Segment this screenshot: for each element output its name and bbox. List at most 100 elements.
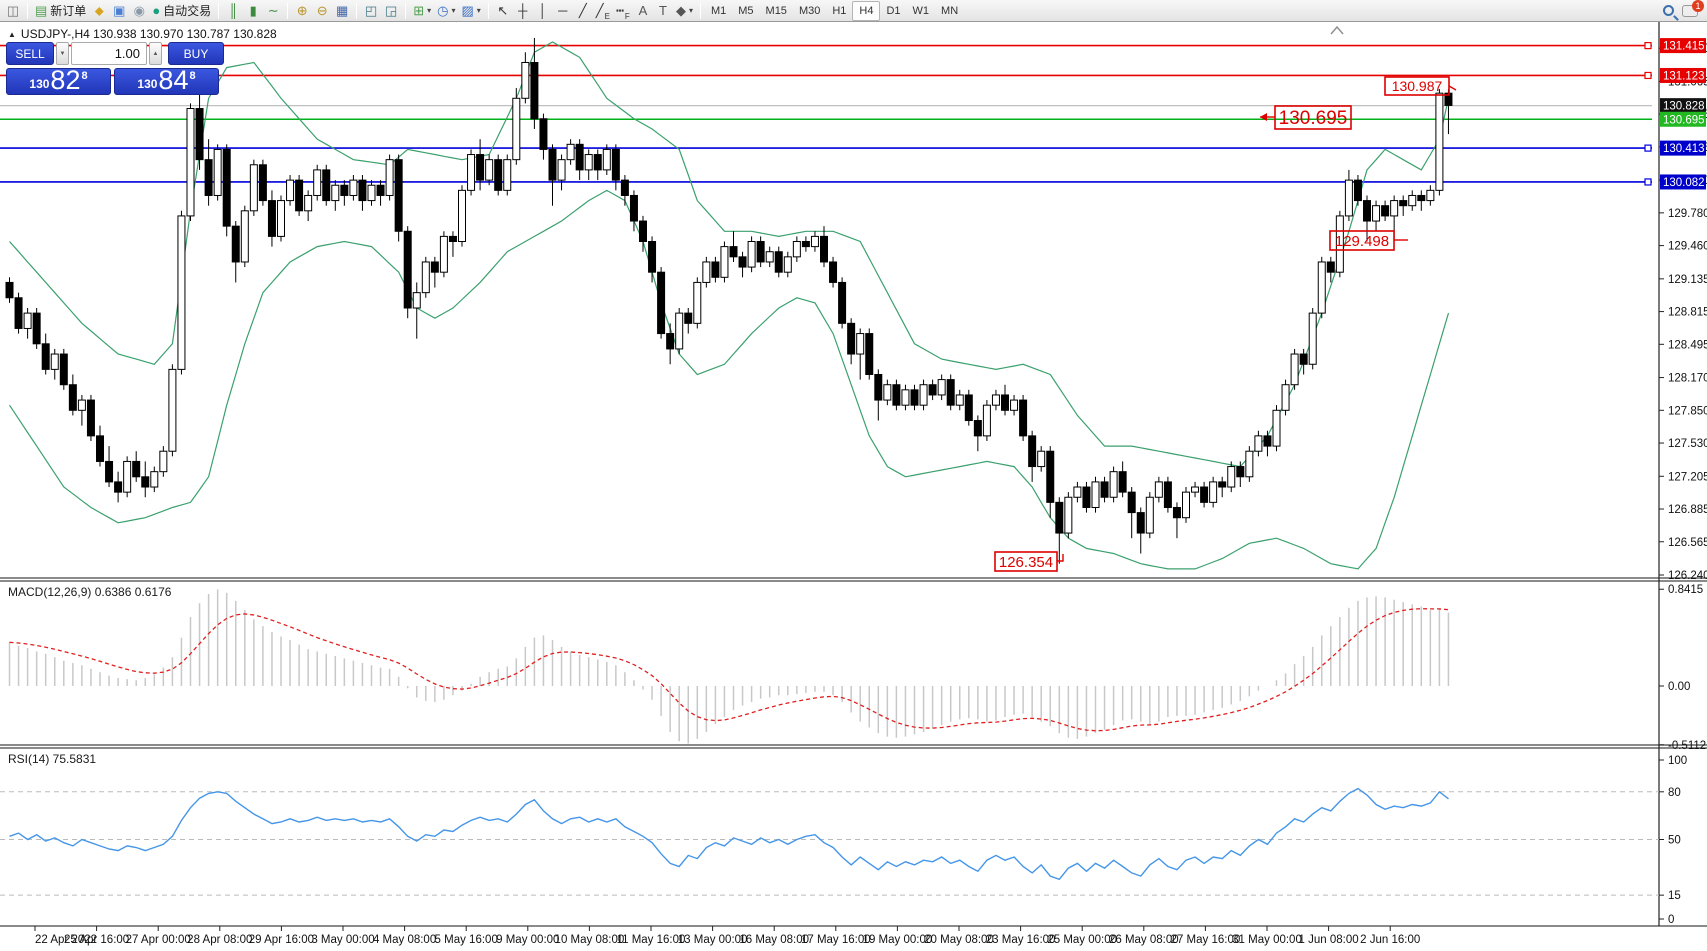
svg-text:80: 80 xyxy=(1668,787,1681,799)
channel-tool-button[interactable]: ╱ E xyxy=(593,1,613,21)
timeframe-button-m5[interactable]: M5 xyxy=(738,4,754,17)
timeframe-button-m1[interactable]: M1 xyxy=(710,4,727,17)
tile-windows-button[interactable]: ▦ xyxy=(332,1,352,21)
timeframe-button-m15[interactable]: M15 xyxy=(765,4,787,17)
bar-chart-button[interactable]: ║ xyxy=(223,1,243,21)
toolbar-separator xyxy=(487,2,489,19)
new-order-button[interactable]: ▤ 新订单 xyxy=(32,1,89,21)
svg-text:17 May 16:00: 17 May 16:00 xyxy=(801,934,871,946)
line-handle[interactable] xyxy=(1644,144,1652,152)
svg-text:25 May 00:00: 25 May 00:00 xyxy=(1047,934,1117,946)
template-menu-glyph: ▨ xyxy=(461,2,474,18)
svg-text:11 May 16:00: 11 May 16:00 xyxy=(617,934,686,946)
svg-text:128.170: 128.170 xyxy=(1668,373,1707,385)
search-icon[interactable] xyxy=(1663,5,1674,16)
line-handle[interactable] xyxy=(1644,41,1652,50)
svg-text:10 May 08:00: 10 May 08:00 xyxy=(555,934,625,946)
price-annotation[interactable]: 129.498 xyxy=(1329,230,1408,251)
line-handle[interactable] xyxy=(1644,71,1652,80)
timeframe-button-mn[interactable]: MN xyxy=(941,4,959,17)
price-tag: 131.123 xyxy=(1660,67,1706,83)
price-annotation[interactable]: 130.695 xyxy=(1260,105,1352,130)
price-annotation[interactable]: 126.354 xyxy=(994,551,1064,572)
svg-text:27 Apr 00:00: 27 Apr 00:00 xyxy=(126,934,191,946)
chart-title: ▲ USDJPY-,H4 130.938 130.970 130.787 130… xyxy=(8,27,277,41)
arrows-tool-button[interactable]: ◆ ▾ xyxy=(673,1,696,21)
label-tool-glyph: T xyxy=(658,2,667,18)
fibonacci-tool-glyph: ┅ xyxy=(616,2,624,18)
svg-text:-0.5112: -0.5112 xyxy=(1668,740,1706,752)
autotrading-button[interactable]: ● 自动交易 xyxy=(149,1,214,21)
symbol-ohlc-text: USDJPY-,H4 130.938 130.970 130.787 130.8… xyxy=(20,27,277,41)
one-click-trading-panel: SELL ▼ ▲ BUY 130 82 8 130 84 8 xyxy=(6,42,228,95)
cleanup-icon[interactable]: ⬥ xyxy=(89,1,109,21)
timeframe-button-h4[interactable]: H4 xyxy=(852,0,881,21)
svg-text:126.240: 126.240 xyxy=(1668,570,1707,582)
timeframe-button-h1[interactable]: H1 xyxy=(832,4,847,17)
svg-text:129.498: 129.498 xyxy=(1335,233,1389,250)
bid-price-display[interactable]: 130 82 8 xyxy=(6,67,111,95)
crosshair-tool-glyph: ┼ xyxy=(518,2,528,18)
chart-shift-marker[interactable] xyxy=(1330,25,1344,35)
vertical-line-tool-button[interactable]: │ xyxy=(533,1,553,21)
ask-price-display[interactable]: 130 84 8 xyxy=(114,67,219,95)
svg-text:126.354: 126.354 xyxy=(999,554,1053,571)
horizontal-line-tool-glyph: ─ xyxy=(558,2,568,18)
svg-text:29 Apr 16:00: 29 Apr 16:00 xyxy=(249,934,314,946)
autotrading-glyph: ● xyxy=(152,2,161,18)
dropdown-arrow-icon: ▾ xyxy=(451,6,456,15)
zoom-out-button[interactable]: ⊖ xyxy=(312,1,332,21)
price-chart-canvas[interactable]: 131.390131.065130.745130.425130.100129.7… xyxy=(0,22,1707,946)
zoom-in-button[interactable]: ⊕ xyxy=(292,1,312,21)
sell-button[interactable]: SELL xyxy=(6,42,54,65)
svg-text:5 May 16:00: 5 May 16:00 xyxy=(435,934,498,946)
vertical-line-tool-glyph: │ xyxy=(538,2,547,18)
chart-area[interactable]: 131.390131.065130.745130.425130.100129.7… xyxy=(0,22,1707,946)
timeframe-button-d1[interactable]: D1 xyxy=(886,4,901,17)
template-menu-button[interactable]: ▨ ▾ xyxy=(458,1,483,21)
label-tool-button[interactable]: T xyxy=(653,1,673,21)
trendline-tool-button[interactable]: ╱ xyxy=(573,1,593,21)
dropdown-arrow-icon: ▾ xyxy=(476,6,481,15)
dropdown-arrow-icon: ▾ xyxy=(688,6,693,15)
buy-button[interactable]: BUY xyxy=(168,42,224,65)
volume-input[interactable] xyxy=(71,42,147,65)
auto-scroll-button[interactable]: ◰ xyxy=(361,1,381,21)
volume-decrease-button[interactable]: ▼ xyxy=(56,42,69,65)
new-chart-button[interactable]: ⊞ ▾ xyxy=(410,1,434,21)
candlestick-chart-button[interactable]: ▮ xyxy=(243,1,263,21)
market-watch-icon-glyph: ▣ xyxy=(113,2,126,18)
svg-text:127.530: 127.530 xyxy=(1668,438,1707,450)
svg-text:126.885: 126.885 xyxy=(1668,504,1707,516)
svg-text:15: 15 xyxy=(1668,890,1681,902)
market-watch-icon[interactable]: ▣ xyxy=(109,1,129,21)
svg-text:130.695: 130.695 xyxy=(1663,114,1705,126)
svg-text:9 May 00:00: 9 May 00:00 xyxy=(496,934,559,946)
svg-text:20 May 08:00: 20 May 08:00 xyxy=(924,934,994,946)
timeframe-button-w1[interactable]: W1 xyxy=(912,4,930,17)
horizontal-line-tool-button[interactable]: ─ xyxy=(553,1,573,21)
cursor-tool-button[interactable]: ↖ xyxy=(493,1,513,21)
volume-increase-button[interactable]: ▲ xyxy=(149,42,162,65)
timeframe-button-m30[interactable]: M30 xyxy=(798,4,821,17)
new-order-glyph: ▤ xyxy=(35,2,48,18)
chart-shift-button[interactable]: ◲ xyxy=(381,1,401,21)
svg-text:4 May 08:00: 4 May 08:00 xyxy=(373,934,436,946)
chat-icon[interactable]: 1 xyxy=(1682,0,1704,17)
text-tool-glyph: A xyxy=(638,2,648,18)
toolbar-separator xyxy=(356,2,358,19)
period-menu-button[interactable]: ◷ ▾ xyxy=(434,1,458,21)
svg-text:50: 50 xyxy=(1668,835,1681,847)
line-handle[interactable] xyxy=(1644,178,1652,186)
line-chart-button[interactable]: ∼ xyxy=(263,1,283,21)
fibonacci-tool-button[interactable]: ┅ F xyxy=(613,1,633,21)
collapse-arrow-icon[interactable]: ▲ xyxy=(8,29,16,39)
svg-text:129.460: 129.460 xyxy=(1668,241,1707,253)
bollinger-upper-band xyxy=(9,41,1450,468)
signals-icon[interactable]: ◉ xyxy=(129,1,149,21)
svg-text:19 May 00:00: 19 May 00:00 xyxy=(863,934,933,946)
text-tool-button[interactable]: A xyxy=(633,1,653,21)
price-annotation[interactable]: 130.987 xyxy=(1384,76,1457,96)
crosshair-tool-button[interactable]: ┼ xyxy=(513,1,533,21)
chart-window-icon[interactable]: ◫ xyxy=(3,1,23,21)
